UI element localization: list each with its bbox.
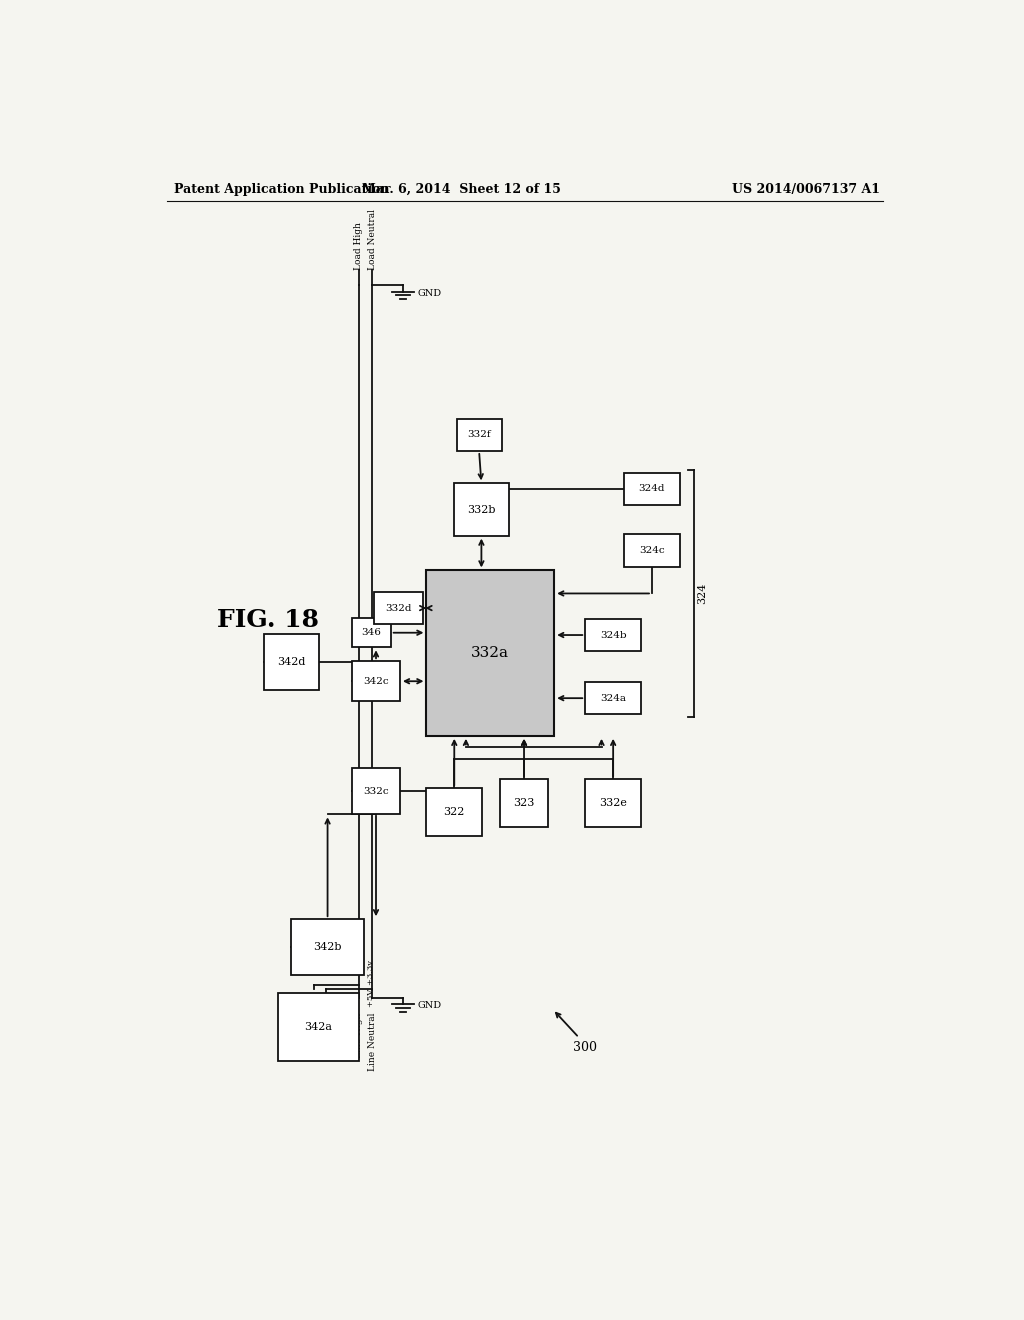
- Bar: [352, 768, 400, 814]
- Text: Patent Application Publication: Patent Application Publication: [174, 182, 390, 195]
- Bar: [457, 418, 502, 451]
- Bar: [586, 682, 641, 714]
- Text: 324a: 324a: [600, 694, 626, 702]
- Text: 332d: 332d: [385, 603, 412, 612]
- Text: 342d: 342d: [278, 657, 306, 667]
- Text: 300: 300: [573, 1041, 597, 1055]
- Text: US 2014/0067137 A1: US 2014/0067137 A1: [732, 182, 880, 195]
- Text: 342c: 342c: [364, 677, 389, 685]
- Text: FIG. 18: FIG. 18: [217, 609, 319, 632]
- Text: 332c: 332c: [364, 787, 389, 796]
- Bar: [500, 779, 548, 826]
- Text: 342b: 342b: [313, 942, 342, 952]
- Bar: [352, 618, 391, 647]
- Bar: [263, 635, 319, 689]
- Bar: [426, 788, 482, 836]
- Text: 324: 324: [697, 582, 707, 605]
- Bar: [586, 619, 641, 651]
- Bar: [375, 591, 423, 624]
- Text: 342a: 342a: [304, 1022, 332, 1032]
- Text: Load Neutral: Load Neutral: [368, 209, 377, 271]
- Text: 332a: 332a: [471, 645, 509, 660]
- Text: Line High: Line High: [354, 1014, 364, 1059]
- Bar: [426, 570, 554, 737]
- Text: 324d: 324d: [639, 484, 666, 494]
- Text: 332b: 332b: [467, 504, 496, 515]
- Text: Line Neutral: Line Neutral: [368, 1014, 377, 1072]
- Bar: [624, 535, 680, 566]
- Text: GND: GND: [417, 1001, 441, 1010]
- Bar: [586, 779, 641, 826]
- Bar: [454, 483, 509, 536]
- Text: 324b: 324b: [600, 631, 627, 639]
- Text: 322: 322: [443, 807, 465, 817]
- Text: 323: 323: [513, 797, 535, 808]
- Text: +5V, +3.3v: +5V, +3.3v: [366, 961, 374, 1007]
- Text: 332e: 332e: [599, 797, 627, 808]
- Bar: [352, 661, 400, 701]
- Bar: [624, 473, 680, 506]
- Text: GND: GND: [417, 289, 441, 297]
- Text: Load High: Load High: [354, 222, 364, 271]
- Bar: [291, 919, 365, 974]
- Text: Mar. 6, 2014  Sheet 12 of 15: Mar. 6, 2014 Sheet 12 of 15: [361, 182, 561, 195]
- Text: 324c: 324c: [639, 546, 665, 554]
- Text: 346: 346: [361, 628, 381, 638]
- Bar: [278, 993, 359, 1061]
- Text: 332f: 332f: [467, 430, 490, 440]
